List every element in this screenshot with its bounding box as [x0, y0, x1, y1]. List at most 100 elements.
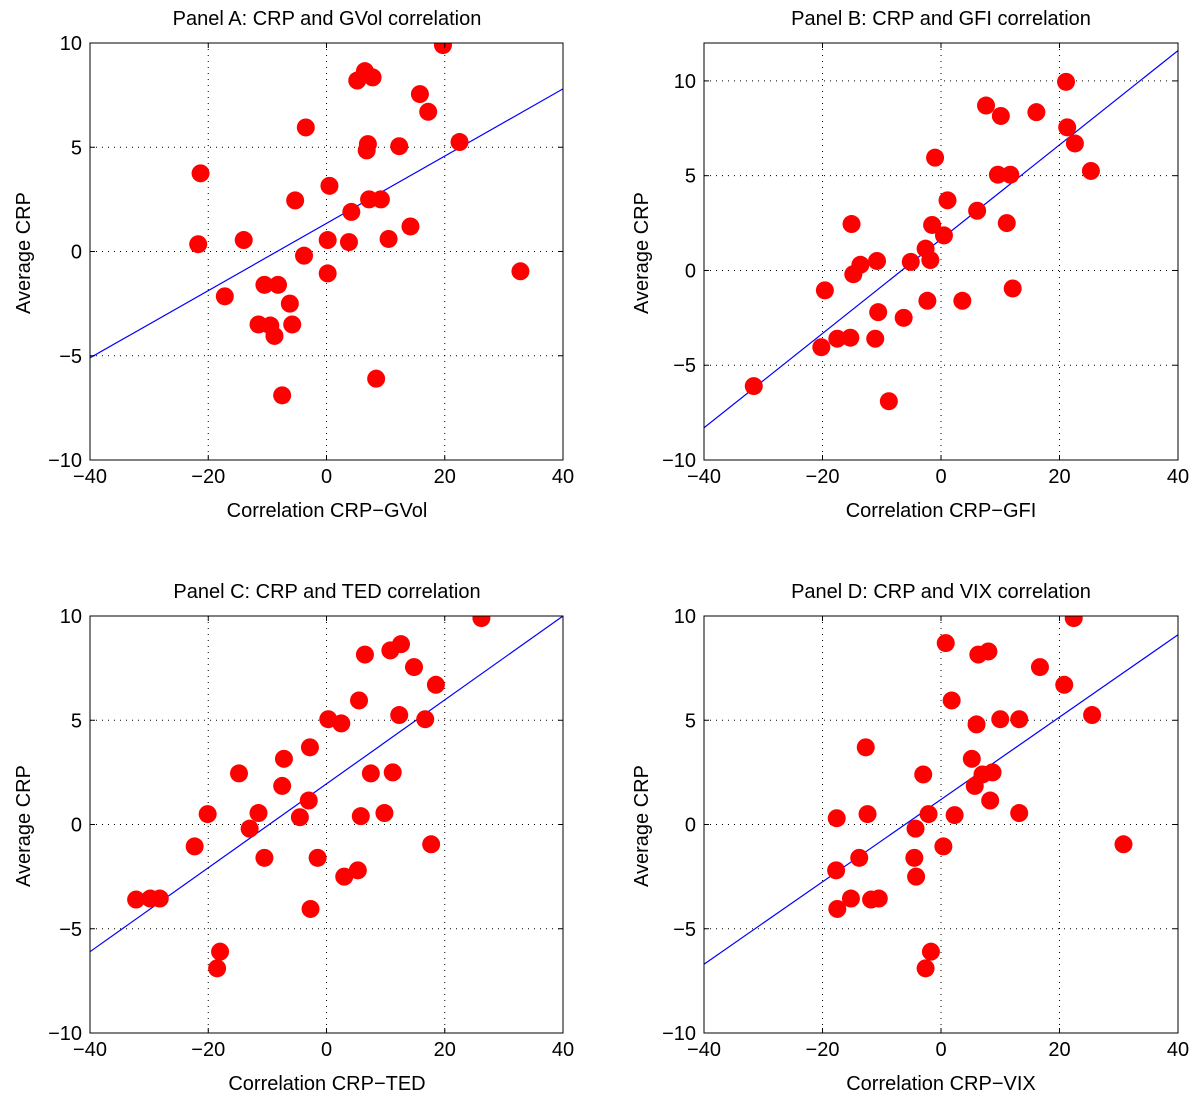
- y-tick-label: 10: [674, 71, 696, 93]
- scatter-point: [383, 763, 402, 782]
- scatter-point: [295, 246, 314, 265]
- scatter-point: [355, 645, 374, 664]
- scatter-point: [858, 805, 877, 824]
- scatter-point: [977, 96, 996, 115]
- y-tick-label: 10: [60, 33, 82, 55]
- y-tick-label: −5: [59, 919, 82, 941]
- scatter-point: [401, 217, 420, 236]
- panel-a: Panel A: CRP and GVol correlation Correl…: [13, 8, 574, 522]
- panel-title: Panel D: CRP and VIX correlation: [791, 581, 1091, 603]
- scatter-point: [422, 835, 441, 854]
- scatter-point: [296, 118, 315, 137]
- scatter-point: [280, 294, 299, 313]
- scatter-point: [905, 848, 924, 867]
- y-tick-label: −5: [59, 346, 82, 368]
- regression-line: [90, 88, 563, 359]
- x-tick-label: −40: [73, 466, 107, 488]
- scatter-point: [215, 287, 234, 306]
- scatter-point: [1010, 804, 1029, 823]
- scatter-point: [208, 959, 227, 978]
- x-axis-label: Correlation CRP−TED: [228, 1073, 425, 1095]
- scatter-point: [342, 202, 361, 221]
- y-tick-label: 10: [60, 606, 82, 628]
- scatter-point: [211, 942, 230, 961]
- y-tick-label: 0: [71, 242, 82, 264]
- x-tick-label: 20: [1048, 466, 1070, 488]
- x-tick-label: −20: [191, 466, 225, 488]
- scatter-point: [358, 135, 377, 154]
- x-axis-label: Correlation CRP−VIX: [846, 1073, 1036, 1095]
- scatter-point: [255, 275, 274, 294]
- scatter-point: [812, 338, 831, 357]
- scatter-point: [234, 231, 253, 250]
- panel-title: Panel A: CRP and GVol correlation: [173, 8, 482, 30]
- scatter-point: [1065, 134, 1084, 153]
- x-axis-label: Correlation CRP−GVol: [227, 500, 428, 522]
- y-tick-label: −5: [673, 919, 696, 941]
- scatter-point: [968, 201, 987, 220]
- scatter-point: [938, 191, 957, 210]
- scatter-point: [127, 890, 146, 909]
- scatter-point: [185, 837, 204, 856]
- scatter-point: [240, 819, 259, 838]
- scatter-point: [416, 710, 435, 729]
- scatter-point: [339, 233, 358, 252]
- scatter-point: [371, 190, 390, 209]
- scatter-point: [265, 326, 284, 345]
- y-tick-label: 5: [685, 166, 696, 188]
- scatter-point: [191, 164, 210, 183]
- scatter-point: [1030, 658, 1049, 677]
- scatter-point: [983, 763, 1002, 782]
- plot-area: [704, 43, 1178, 460]
- x-tick-label: 40: [552, 1039, 574, 1061]
- scatter-point: [350, 691, 369, 710]
- y-tick-label: −10: [48, 450, 82, 472]
- scatter-point: [979, 642, 998, 661]
- scatter-point: [962, 749, 981, 768]
- scatter-point: [286, 191, 305, 210]
- scatter-point: [301, 899, 320, 918]
- scatter-point: [375, 804, 394, 823]
- y-axis-label: Average CRP: [631, 765, 653, 887]
- scatter-point: [335, 867, 354, 886]
- x-tick-label: 0: [321, 466, 332, 488]
- x-tick-label: −20: [191, 1039, 225, 1061]
- scatter-point: [1064, 616, 1083, 628]
- scatter-point: [1027, 103, 1046, 122]
- x-tick-label: 0: [321, 1039, 332, 1061]
- panel-c: Panel C: CRP and TED correlation Correla…: [13, 581, 574, 1095]
- scatter-point: [907, 867, 926, 886]
- regression-line: [90, 616, 563, 953]
- scatter-point: [926, 148, 945, 167]
- scatter-point: [361, 764, 380, 783]
- scatter-point: [283, 315, 302, 334]
- scatter-point: [1010, 710, 1029, 729]
- scatter-point: [1114, 835, 1133, 854]
- scatter-point: [391, 635, 410, 654]
- scatter-point: [273, 386, 292, 405]
- scatter-point: [1081, 161, 1100, 180]
- x-tick-label: 40: [1167, 466, 1189, 488]
- scatter-point: [914, 765, 933, 784]
- scatter-point: [967, 715, 986, 734]
- panel-title: Panel C: CRP and TED correlation: [173, 581, 480, 603]
- scatter-point: [906, 819, 925, 838]
- y-axis-label: Average CRP: [631, 192, 653, 314]
- scatter-point: [290, 808, 309, 827]
- x-tick-label: −20: [806, 1039, 840, 1061]
- scatter-point: [379, 229, 398, 248]
- scatter-point: [856, 738, 875, 757]
- scatter-point: [1058, 118, 1077, 137]
- scatter-point: [410, 85, 429, 104]
- y-tick-label: −5: [673, 355, 696, 377]
- scatter-point: [869, 303, 888, 322]
- panel-d: Panel D: CRP and VIX correlation Correla…: [631, 581, 1189, 1095]
- y-tick-label: −10: [662, 450, 696, 472]
- scatter-point: [868, 251, 887, 270]
- scatter-point: [936, 634, 955, 653]
- panel-title: Panel B: CRP and GFI correlation: [791, 8, 1091, 30]
- x-tick-label: −40: [73, 1039, 107, 1061]
- scatter-point: [991, 710, 1010, 729]
- scatter-point: [841, 889, 860, 908]
- scatter-point: [1001, 165, 1020, 184]
